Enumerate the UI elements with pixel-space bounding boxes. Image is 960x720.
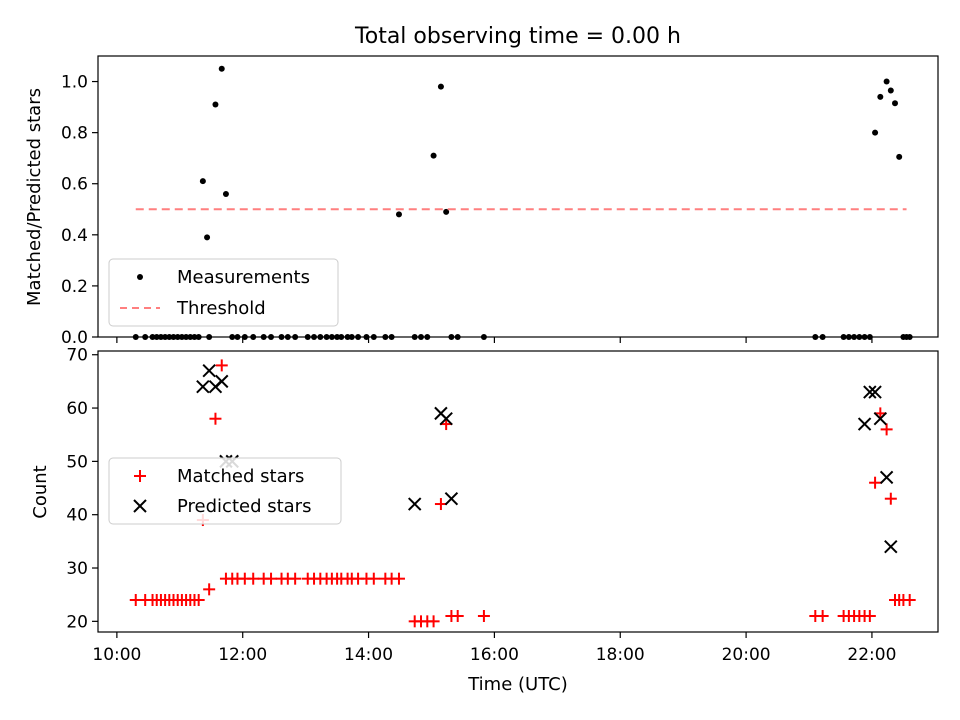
legend-measurements-label: Measurements (177, 267, 310, 288)
matched-star-point (265, 572, 278, 585)
measurement-point (218, 65, 225, 72)
ratio-legend: Measurements Threshold (108, 258, 339, 327)
predicted-star-point (439, 412, 453, 426)
predicted-star-point (863, 385, 877, 399)
matched-star-point (392, 572, 405, 585)
ytick-label: 60 (66, 399, 88, 419)
measurement-point (430, 152, 437, 159)
matched-star-point (367, 572, 380, 585)
measurement-point (204, 234, 211, 241)
predicted-star-point (215, 374, 229, 389)
ytick-label: 40 (66, 506, 88, 526)
predicted-star-point (868, 385, 882, 399)
xtick-label: 18:00 (596, 645, 645, 665)
legend-matched-label: Matched stars (177, 466, 304, 487)
xtick-label: 16:00 (470, 645, 519, 665)
count-xlabel: Time (UTC) (467, 674, 568, 695)
ytick-label: 0.4 (61, 226, 88, 246)
legend-predicted-marker (133, 499, 147, 513)
matched-star-point (209, 412, 222, 425)
xtick-label: 20:00 (722, 645, 771, 665)
predicted-star-point (444, 491, 459, 506)
matched-star-point (289, 572, 302, 585)
predicted-star-point (879, 470, 894, 485)
measurement-point (437, 83, 444, 90)
ratio-legend-box (108, 258, 339, 327)
measurement-point (896, 153, 903, 160)
matched-star-point (869, 476, 882, 489)
count-panel-frame (97, 350, 939, 633)
ytick-label: 0.0 (61, 328, 88, 348)
measurement-point (892, 100, 899, 107)
predicted-star-point (857, 417, 872, 431)
xtick-label: 12:00 (218, 645, 267, 665)
matched-star-point (451, 610, 464, 623)
ytick-label: 0.8 (61, 124, 88, 144)
ytick-label: 50 (66, 452, 88, 472)
legend-measurements-marker (137, 274, 143, 280)
ytick-label: 70 (66, 346, 88, 366)
measurement-point (883, 78, 890, 85)
predicted-star-point (202, 364, 216, 378)
count-legend-box (108, 457, 342, 525)
ratio-ylabel: Matched/Predicted stars (24, 88, 45, 306)
matched-star-point (863, 610, 876, 623)
legend-matched-marker (134, 470, 146, 482)
matched-star-point (247, 572, 260, 585)
measurement-point (443, 208, 450, 215)
matched-star-point (884, 492, 897, 505)
ratio-panel: Matched/Predicted stars 0.0 0.2 0.4 0.6 0.8 1… (24, 55, 939, 348)
ytick-label: 0.2 (61, 277, 88, 297)
ytick-label: 1.0 (61, 73, 88, 93)
matched-star-point (192, 594, 205, 607)
matched-star-point (903, 594, 916, 607)
matched-star-point (477, 610, 490, 623)
ratio-panel-frame (97, 55, 939, 338)
matched-star-point (203, 583, 216, 596)
predicted-star-point (407, 497, 422, 511)
xtick-label: 14:00 (344, 645, 393, 665)
measurement-point (887, 87, 894, 94)
ytick-label: 20 (66, 612, 88, 632)
count-panel: Count Time (UTC) 20 30 40 50 60 70 10:00 12:00… (30, 346, 939, 695)
ytick-label: 0.6 (61, 175, 88, 195)
xtick-label: 10:00 (92, 645, 141, 665)
measurement-point (877, 93, 884, 100)
matched-star-point (880, 423, 893, 436)
predicted-star-point (873, 412, 888, 426)
measurement-point (872, 129, 879, 136)
measurement-point (395, 211, 402, 218)
matched-star-point (816, 610, 829, 623)
measurement-point (199, 178, 206, 185)
chart-title: Total observing time = 0.00 h (354, 24, 681, 49)
count-ylabel: Count (30, 465, 51, 518)
predicted-star-point (884, 539, 898, 554)
matched-star-point (427, 615, 440, 628)
measurement-point (212, 101, 219, 108)
legend-threshold-label: Threshold (176, 298, 266, 319)
legend-predicted-label: Predicted stars (177, 496, 311, 517)
matched-star-point (215, 359, 228, 372)
ytick-label: 30 (66, 559, 88, 579)
predicted-star-point (196, 380, 210, 394)
count-legend: Matched stars Predicted stars (108, 457, 342, 525)
measurement-point (222, 190, 229, 197)
xtick-label: 22:00 (847, 645, 896, 665)
